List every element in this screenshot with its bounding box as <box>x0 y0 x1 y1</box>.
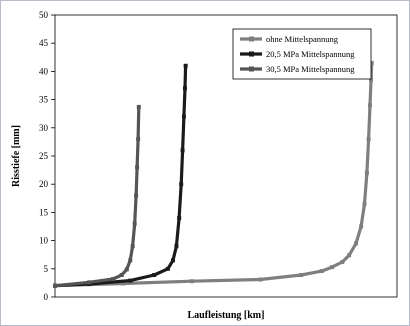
series-1-point-9 <box>347 253 352 258</box>
y-tick-label-45: 45 <box>39 38 49 48</box>
series-3-point-1 <box>53 283 57 288</box>
series-line-3 <box>53 105 141 288</box>
series-1-point-11 <box>359 224 364 229</box>
series-2-point-8 <box>177 216 182 221</box>
series-1-point-12 <box>362 201 367 206</box>
legend-marker-2 <box>249 51 254 57</box>
series-2-point-9 <box>179 182 184 187</box>
series-1-point-16 <box>369 77 374 82</box>
series-3-point-7 <box>130 244 135 249</box>
series-1-point-6 <box>319 269 324 274</box>
y-tick-label-10: 10 <box>39 236 49 246</box>
series-1-point-14 <box>366 137 371 142</box>
legend-label-2: 20,5 MPa Mittelspannung <box>266 49 355 59</box>
series-2-point-10 <box>180 148 185 153</box>
legend-label-3: 30,5 MPa Mittelspannung <box>266 64 355 74</box>
y-tick-label-0: 0 <box>44 292 49 302</box>
legend-marker-3 <box>249 66 254 72</box>
series-3-point-3 <box>111 276 116 281</box>
legend-label-1: ohne Mittelspannung <box>266 34 339 44</box>
series-2-point-13 <box>183 63 188 68</box>
series-3-point-5 <box>124 267 129 272</box>
y-tick-label-5: 5 <box>44 264 49 274</box>
x-axis-title: Laufleistung [km] <box>188 310 265 321</box>
series-1-point-2 <box>121 281 126 286</box>
series-2-point-6 <box>170 258 175 263</box>
series-3-point-6 <box>128 258 133 263</box>
series-2-point-7 <box>174 244 179 249</box>
y-axis-title: Risstiefe [mm] <box>11 125 22 187</box>
y-tick-label-30: 30 <box>39 123 49 133</box>
y-tick-label-40: 40 <box>39 66 49 76</box>
series-3-point-12 <box>136 104 141 109</box>
y-tick-label-35: 35 <box>39 95 49 105</box>
series-1-point-13 <box>364 170 369 175</box>
y-axis: 0 5 10 15 20 25 30 35 40 45 50 <box>39 10 55 302</box>
series-3-point-10 <box>135 165 140 170</box>
series-3-point-9 <box>134 193 139 198</box>
series-3-point-8 <box>132 221 137 226</box>
y-tick-label-20: 20 <box>39 179 49 189</box>
legend: ohne Mittelspannung 20,5 MPa Mittelspannu… <box>232 28 372 80</box>
series-2-point-12 <box>182 86 187 91</box>
series-1-point-5 <box>299 273 304 278</box>
series-1-point-17 <box>369 60 374 65</box>
series-3-point-2 <box>87 280 92 285</box>
legend-marker-1 <box>249 36 254 42</box>
series-2-point-4 <box>152 273 157 278</box>
series-2-point-3 <box>128 278 133 283</box>
series-layer <box>53 60 374 288</box>
series-1-point-10 <box>353 241 358 246</box>
series-1-point-8 <box>340 260 345 265</box>
series-2-point-11 <box>181 114 186 119</box>
series-1-point-4 <box>258 277 263 282</box>
y-tick-label-15: 15 <box>39 207 49 217</box>
y-tick-label-25: 25 <box>39 151 49 161</box>
series-1-point-3 <box>189 279 194 284</box>
series-3-point-4 <box>119 273 124 278</box>
series-2-point-5 <box>165 266 170 271</box>
y-tick-label-50: 50 <box>39 10 49 20</box>
series-3-point-11 <box>136 137 141 142</box>
series-1-point-7 <box>330 265 335 270</box>
series-1-point-15 <box>367 103 372 108</box>
